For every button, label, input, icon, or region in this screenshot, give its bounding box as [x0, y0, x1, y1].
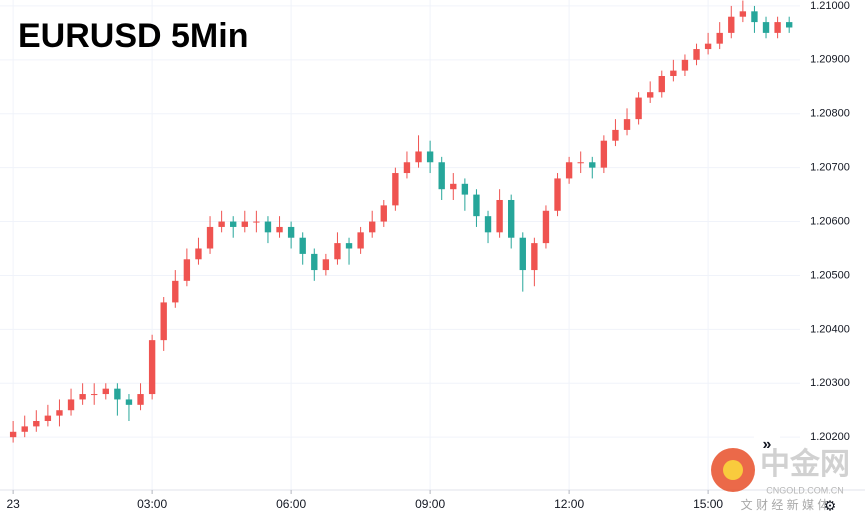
candle-body	[438, 162, 445, 190]
x-tick-label: 09:00	[415, 497, 445, 511]
candle-body	[137, 394, 144, 405]
x-tick-label: 12:00	[554, 497, 584, 511]
candle-body	[195, 248, 202, 260]
candles	[9, 0, 793, 443]
candle-body	[600, 140, 608, 168]
candle-body	[531, 243, 538, 271]
candle-body	[172, 280, 179, 303]
candle-body	[218, 221, 225, 227]
candle-body	[623, 119, 631, 130]
candle-body	[125, 399, 133, 405]
candle-body	[392, 173, 399, 206]
watermark-brand: 中金网	[760, 447, 850, 481]
candle-body	[276, 226, 283, 233]
y-tick-label: 1.20500	[810, 269, 850, 281]
candle-body	[496, 199, 503, 233]
candle-body	[635, 97, 642, 120]
candle-body	[44, 415, 52, 422]
candle-body	[565, 162, 573, 179]
candle-body	[241, 221, 248, 227]
settings-icon[interactable]: ⚙	[824, 498, 837, 514]
scroll-icon[interactable]: »	[763, 436, 772, 453]
x-tick-label: 06:00	[276, 497, 306, 511]
y-tick-label: 1.20300	[810, 377, 850, 389]
candle-body	[739, 11, 747, 17]
candle-body	[704, 43, 712, 50]
candle-body	[728, 16, 735, 33]
candle-body	[542, 210, 550, 244]
candle-body	[230, 221, 237, 227]
candle-body	[762, 22, 770, 33]
y-tick-label: 1.20800	[810, 108, 850, 120]
y-tick-label: 1.20700	[810, 162, 850, 174]
candle-body	[56, 410, 63, 416]
candle-body	[9, 431, 17, 438]
candle-body	[67, 399, 75, 411]
candle-body	[589, 162, 596, 168]
axes: 1.20200 1.20300 1.20400 1.20500 1.20600 1.207…	[6, 0, 849, 511]
candle-body	[357, 232, 364, 249]
x-tick-label: 15:00	[693, 497, 723, 511]
candle-body	[403, 162, 411, 174]
candle-body	[519, 237, 526, 271]
scroll-button[interactable]: »	[754, 432, 780, 458]
candle-body	[612, 129, 619, 141]
candle-body	[345, 243, 353, 249]
watermark-site: CNGOLD.COM.CN	[766, 485, 844, 495]
candle-body	[206, 226, 214, 249]
candle-body	[21, 426, 28, 432]
candle-body	[264, 221, 272, 233]
y-tick-label: 1.20200	[810, 431, 850, 443]
candle-body	[311, 253, 318, 271]
y-tick-label: 1.20600	[810, 215, 850, 227]
candle-body	[554, 178, 561, 211]
candle-body	[670, 70, 677, 77]
candle-body	[114, 388, 121, 400]
candle-body	[647, 92, 654, 98]
candle-body	[102, 388, 109, 395]
watermark-tagline: 文 财 经 新 媒 体	[741, 497, 830, 512]
candle-body	[160, 302, 167, 341]
candle-body	[473, 194, 480, 217]
watermark: 中金网 CNGOLD.COM.CN 文 财 经 新 媒 体	[711, 447, 850, 512]
watermark-logo-inner	[723, 460, 743, 480]
candle-body	[299, 237, 306, 254]
candle-body	[253, 221, 260, 223]
candle-body	[369, 221, 376, 233]
candle-body	[183, 259, 191, 281]
candle-body	[751, 11, 758, 23]
y-tick-label: 1.20400	[810, 323, 850, 335]
candle-body	[577, 162, 584, 164]
candle-body	[461, 183, 469, 195]
y-tick-label: 1.21000	[810, 0, 850, 12]
y-tick-label: 1.20900	[810, 54, 850, 66]
candle-body	[380, 205, 387, 222]
candle-body	[426, 151, 434, 163]
x-tick-label: 23	[6, 497, 20, 511]
candle-body	[334, 243, 341, 260]
candle-body	[658, 76, 665, 93]
x-tick-label: 03:00	[137, 497, 167, 511]
candle-body	[693, 49, 700, 60]
candle-body	[91, 394, 98, 396]
candle-body	[415, 151, 422, 163]
candle-body	[33, 421, 40, 427]
candle-body	[79, 394, 86, 400]
candle-body	[148, 340, 156, 395]
candle-body	[716, 32, 723, 44]
candle-body	[322, 259, 330, 271]
candle-body	[681, 59, 689, 71]
candle-body	[450, 183, 457, 190]
grid	[0, 0, 800, 490]
candle-body	[774, 22, 781, 33]
candle-body	[786, 22, 793, 28]
candle-body	[508, 199, 515, 238]
candle-body	[484, 216, 492, 233]
candle-body	[287, 226, 295, 238]
scroll-button-bg[interactable]	[754, 432, 780, 458]
chart-title: EURUSD 5Min	[18, 17, 248, 55]
